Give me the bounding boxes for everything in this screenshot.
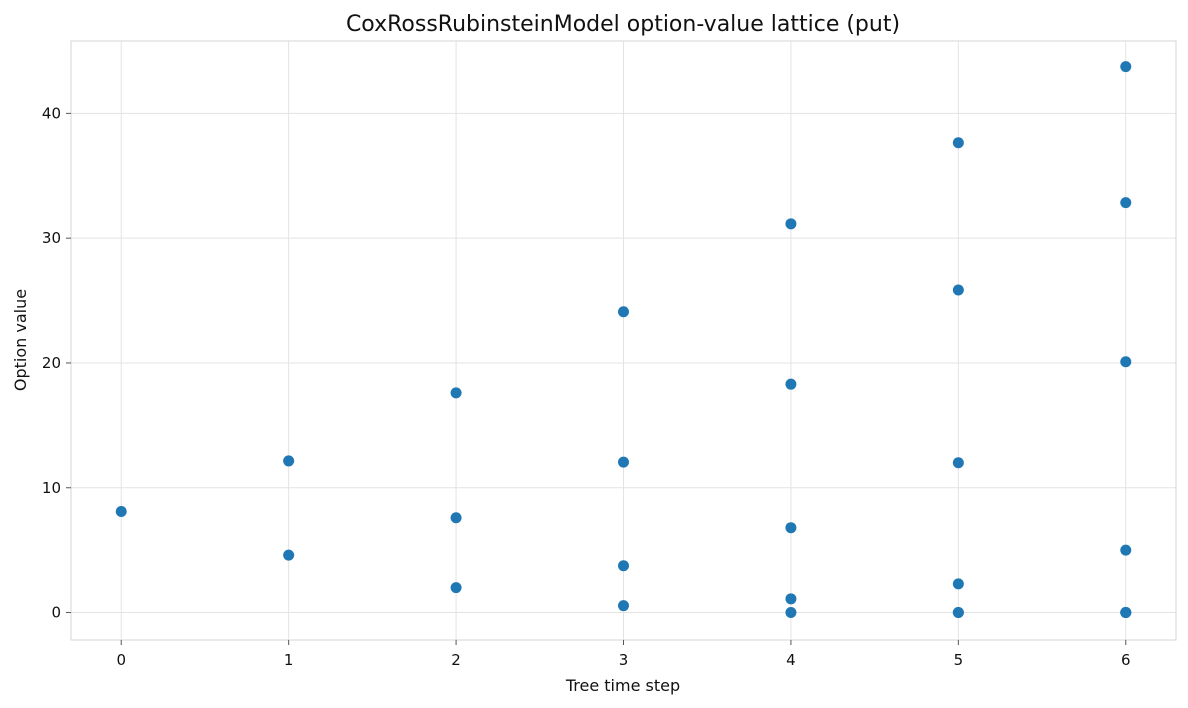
x-axis-label: Tree time step (565, 676, 680, 695)
data-point (283, 549, 295, 561)
grid (71, 41, 1176, 640)
y-tick-label: 40 (42, 104, 61, 122)
x-tick-label: 4 (786, 651, 796, 669)
y-axis-label: Option value (11, 289, 30, 391)
data-point (785, 218, 797, 230)
data-point (785, 378, 797, 390)
data-point (618, 600, 629, 612)
data-point (952, 578, 964, 590)
data-point (450, 582, 462, 594)
chart-title: CoxRossRubinsteinModel option-value latt… (346, 12, 900, 37)
data-point (450, 387, 462, 399)
data-point (618, 456, 629, 468)
axis-ticks: 0 1 2 3 4 5 6 0 10 20 30 40 (42, 104, 1131, 669)
data-point (785, 607, 797, 619)
data-point (1120, 607, 1132, 619)
y-tick-label: 10 (42, 479, 61, 497)
x-tick-label: 3 (619, 651, 629, 669)
data-point (785, 593, 797, 605)
data-point (618, 560, 629, 572)
data-point (952, 137, 964, 149)
y-tick-label: 0 (51, 604, 61, 622)
x-tick-label: 6 (1121, 651, 1131, 669)
data-point (952, 607, 964, 619)
data-point (618, 306, 629, 318)
y-tick-label: 30 (42, 229, 61, 247)
x-tick-label: 1 (284, 651, 294, 669)
data-point (115, 505, 127, 517)
data-point (1120, 197, 1132, 209)
x-tick-label: 0 (116, 651, 126, 669)
data-point (1120, 356, 1132, 368)
data-point (785, 522, 797, 534)
x-tick-label: 2 (451, 651, 461, 669)
data-point (1120, 544, 1132, 556)
data-point (1120, 61, 1132, 73)
data-points (115, 61, 1132, 619)
data-point (283, 455, 295, 467)
data-point (952, 284, 964, 296)
data-point (450, 512, 462, 524)
x-tick-label: 5 (954, 651, 964, 669)
y-tick-label: 20 (42, 354, 61, 372)
data-point (952, 457, 964, 469)
